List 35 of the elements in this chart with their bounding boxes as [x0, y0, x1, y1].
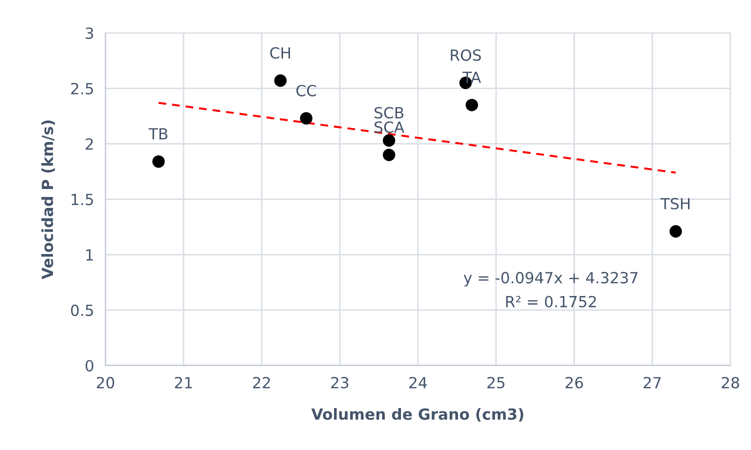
annotation: y = -0.0947x + 4.3237	[464, 272, 638, 286]
x-tick-label: 22	[253, 376, 270, 388]
x-tick-label: 27	[644, 376, 661, 388]
x-tick-label: 20	[96, 376, 114, 388]
annotation: TSH	[660, 198, 690, 210]
y-tick-label: 3	[86, 27, 94, 40]
annotation: SCB	[374, 106, 404, 119]
y-tick-label: 0	[86, 360, 94, 372]
x-axis-title: Volumen de Grano (cm3)	[311, 408, 524, 422]
y-tick-label: 2	[86, 138, 93, 150]
point	[382, 134, 396, 147]
annotation: ROS	[450, 49, 481, 61]
y-tick-label: 0.5	[71, 304, 93, 316]
point	[670, 225, 682, 238]
y-tick-label: 1	[86, 249, 93, 260]
x-tick-label: 23	[331, 376, 348, 388]
x-tick-label: 24	[409, 376, 427, 388]
y-tick-label: 1.5	[72, 194, 93, 206]
x-tick-label: 26	[566, 376, 583, 388]
y-tick-label: 2.5	[71, 82, 93, 94]
x-tick-label: 25	[487, 376, 504, 388]
point	[382, 148, 396, 162]
annotation: TA	[462, 72, 482, 83]
annotation: TB	[148, 128, 168, 140]
x-tick-label: 21	[174, 376, 192, 388]
point	[274, 74, 287, 87]
y-axis-title: Velocidad P (km/s)	[41, 120, 55, 280]
annotation: CH	[270, 47, 290, 59]
x-tick-label: 28	[722, 376, 740, 388]
annotation: R² = 0.1752	[506, 296, 596, 308]
point	[152, 155, 165, 168]
annotation: CC	[296, 84, 316, 96]
point	[466, 98, 478, 112]
point	[300, 112, 312, 125]
annotation: SCA	[374, 121, 404, 133]
